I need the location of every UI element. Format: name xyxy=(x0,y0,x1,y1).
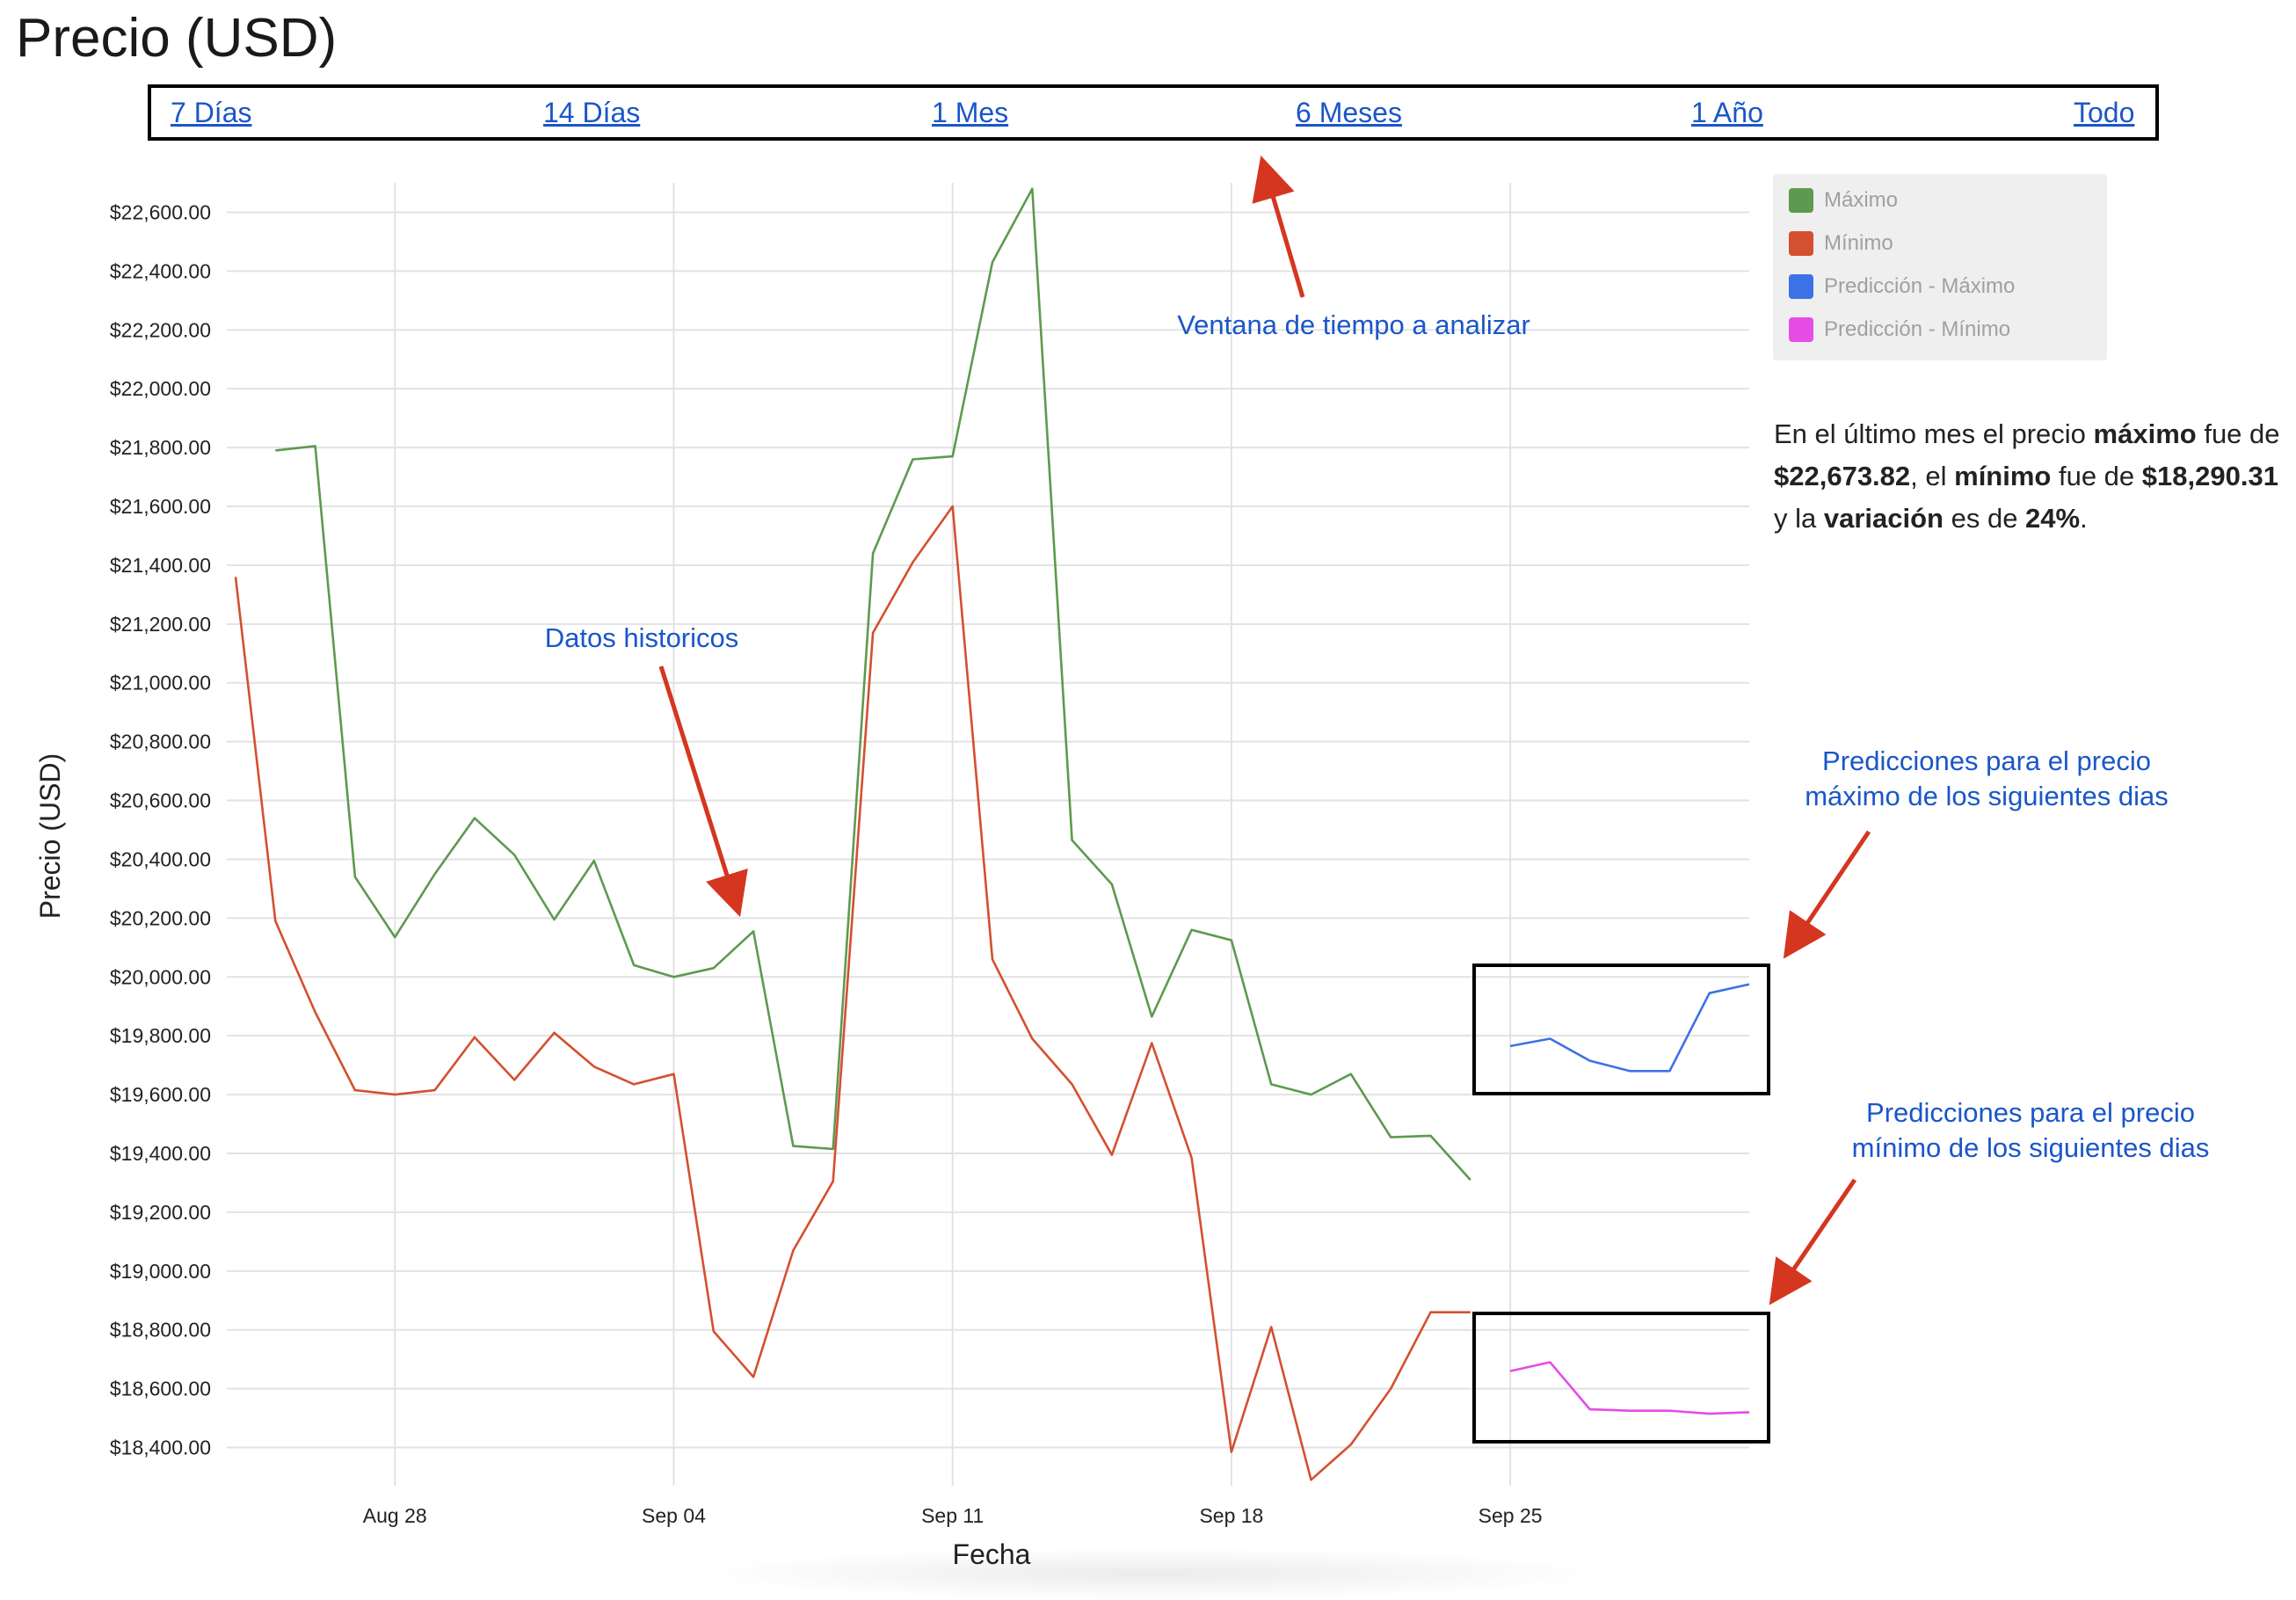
y-tick-label: $18,400.00 xyxy=(110,1436,211,1459)
range-all-link[interactable]: Todo xyxy=(2074,97,2135,128)
y-tick-label: $20,800.00 xyxy=(110,731,211,753)
legend-item-minimo[interactable]: Mínimo xyxy=(1789,229,1893,258)
x-tick-label: Aug 28 xyxy=(363,1504,427,1527)
chart-grid xyxy=(227,183,1749,1486)
x-tick-label: Sep 11 xyxy=(921,1504,984,1527)
y-tick-label: $21,200.00 xyxy=(110,613,211,636)
y-tick-label: $21,800.00 xyxy=(110,436,211,459)
annotation-line: Predicciones para el precio xyxy=(1822,745,2151,776)
series-line-prediccion-minimo xyxy=(1509,1361,1750,1415)
legend-swatch-prediccion-minimo xyxy=(1789,317,1813,342)
y-tick-label: $22,600.00 xyxy=(110,200,211,223)
legend-item-maximo[interactable]: Máximo xyxy=(1789,185,1898,215)
y-tick-label: $19,000.00 xyxy=(110,1260,211,1283)
legend-label: Máximo xyxy=(1824,188,1899,212)
legend-swatch-maximo xyxy=(1789,188,1813,213)
summary-text: , el xyxy=(1910,461,1955,491)
y-tick-label: $20,000.00 xyxy=(110,965,211,988)
prediction-min-highlight-box xyxy=(1472,1312,1770,1444)
summary-text: . xyxy=(2080,503,2088,534)
y-tick-label: $22,200.00 xyxy=(110,318,211,341)
y-axis-label: Precio (USD) xyxy=(34,753,66,919)
y-tick-label: $19,600.00 xyxy=(110,1083,211,1106)
annotation-line: Predicciones para el precio xyxy=(1866,1097,2195,1128)
chart-series xyxy=(234,187,1750,1481)
y-tick-label: $20,600.00 xyxy=(110,789,211,812)
y-tick-label: $21,400.00 xyxy=(110,554,211,577)
x-tick-label: Sep 25 xyxy=(1479,1504,1543,1527)
summary-max-value: $22,673.82 xyxy=(1774,461,1911,491)
time-window-arrow xyxy=(1252,155,1305,298)
y-tick-label: $18,600.00 xyxy=(110,1378,211,1400)
legend-swatch-prediccion-maximo xyxy=(1789,274,1813,299)
chart-legend: Máximo Mínimo Predicción - Máximo Predic… xyxy=(1773,174,2107,360)
prediction-max-annotation: Predicciones para el precio máximo de lo… xyxy=(1758,744,2215,814)
y-tick-label: $19,400.00 xyxy=(110,1142,211,1165)
y-tick-label: $22,000.00 xyxy=(110,377,211,400)
historical-data-arrow xyxy=(658,665,748,918)
y-tick-label: $21,000.00 xyxy=(110,672,211,695)
y-tick-label: $19,200.00 xyxy=(110,1201,211,1224)
range-6-months-link[interactable]: 6 Meses xyxy=(1296,97,1402,128)
legend-swatch-minimo xyxy=(1789,231,1813,256)
x-axis-ticks: Aug 28 Sep 04 Sep 11 Sep 18 Sep 25 xyxy=(363,1504,1543,1527)
legend-label: Predicción - Máximo xyxy=(1824,274,2016,298)
y-tick-label: $19,800.00 xyxy=(110,1024,211,1047)
summary-text: fue de xyxy=(2051,461,2142,491)
historical-data-annotation: Datos historicos xyxy=(492,621,791,656)
summary-bold: máximo xyxy=(2093,418,2197,449)
legend-item-prediccion-minimo[interactable]: Predicción - Mínimo xyxy=(1789,315,2010,345)
price-summary-text: En el último mes el precio máximo fue de… xyxy=(1774,413,2284,540)
summary-bold: mínimo xyxy=(1954,461,2052,491)
prediction-min-annotation: Predicciones para el precio mínimo de lo… xyxy=(1802,1095,2259,1166)
legend-label: Predicción - Mínimo xyxy=(1824,317,2011,341)
x-tick-label: Sep 04 xyxy=(642,1504,706,1527)
annotation-text: Ventana de tiempo a analizar xyxy=(1177,309,1530,340)
y-axis-ticks: $18,400.00 $18,600.00 $18,800.00 $19,000.00… xyxy=(110,200,211,1458)
annotation-line: mínimo de los siguientes dias xyxy=(1851,1132,2210,1163)
prediction-max-arrow xyxy=(1783,830,1871,959)
summary-variation-value: 24% xyxy=(2025,503,2081,534)
y-tick-label: $20,200.00 xyxy=(110,906,211,929)
y-tick-label: $18,800.00 xyxy=(110,1319,211,1342)
annotation-line: máximo de los siguientes dias xyxy=(1805,781,2169,811)
page-title: Precio (USD) xyxy=(16,8,338,69)
summary-text: En el último mes el precio xyxy=(1774,418,2094,449)
range-1-year-link[interactable]: 1 Año xyxy=(1691,97,1763,128)
bottom-shadow xyxy=(686,1547,1617,1600)
summary-text: fue de xyxy=(2196,418,2280,449)
prediction-max-highlight-box xyxy=(1472,964,1770,1095)
x-tick-label: Sep 18 xyxy=(1199,1504,1263,1527)
legend-item-prediccion-maximo[interactable]: Predicción - Máximo xyxy=(1789,272,2015,302)
summary-bold: variación xyxy=(1823,503,1944,534)
summary-text: y la xyxy=(1774,503,1824,534)
summary-text: es de xyxy=(1943,503,2026,534)
series-line-minimo xyxy=(234,505,1471,1481)
legend-label: Mínimo xyxy=(1824,231,1893,255)
series-line-prediccion-maximo xyxy=(1509,983,1750,1073)
range-7-days-link[interactable]: 7 Días xyxy=(171,97,252,128)
x-axis-label: Fecha xyxy=(953,1538,1031,1570)
annotation-text: Datos historicos xyxy=(544,622,739,653)
series-line-maximo xyxy=(275,187,1471,1181)
range-14-days-link[interactable]: 14 Días xyxy=(543,97,641,128)
y-tick-label: $21,600.00 xyxy=(110,495,211,518)
prediction-min-arrow xyxy=(1769,1178,1857,1305)
summary-min-value: $18,290.31 xyxy=(2141,461,2278,491)
y-tick-label: $20,400.00 xyxy=(110,847,211,870)
time-window-annotation: Ventana de tiempo a analizar xyxy=(1143,308,1565,343)
time-range-selector: 7 Días 14 Días 1 Mes 6 Meses 1 Año Todo xyxy=(148,84,2159,141)
y-tick-label: $22,400.00 xyxy=(110,259,211,282)
range-1-month-link[interactable]: 1 Mes xyxy=(932,97,1009,128)
